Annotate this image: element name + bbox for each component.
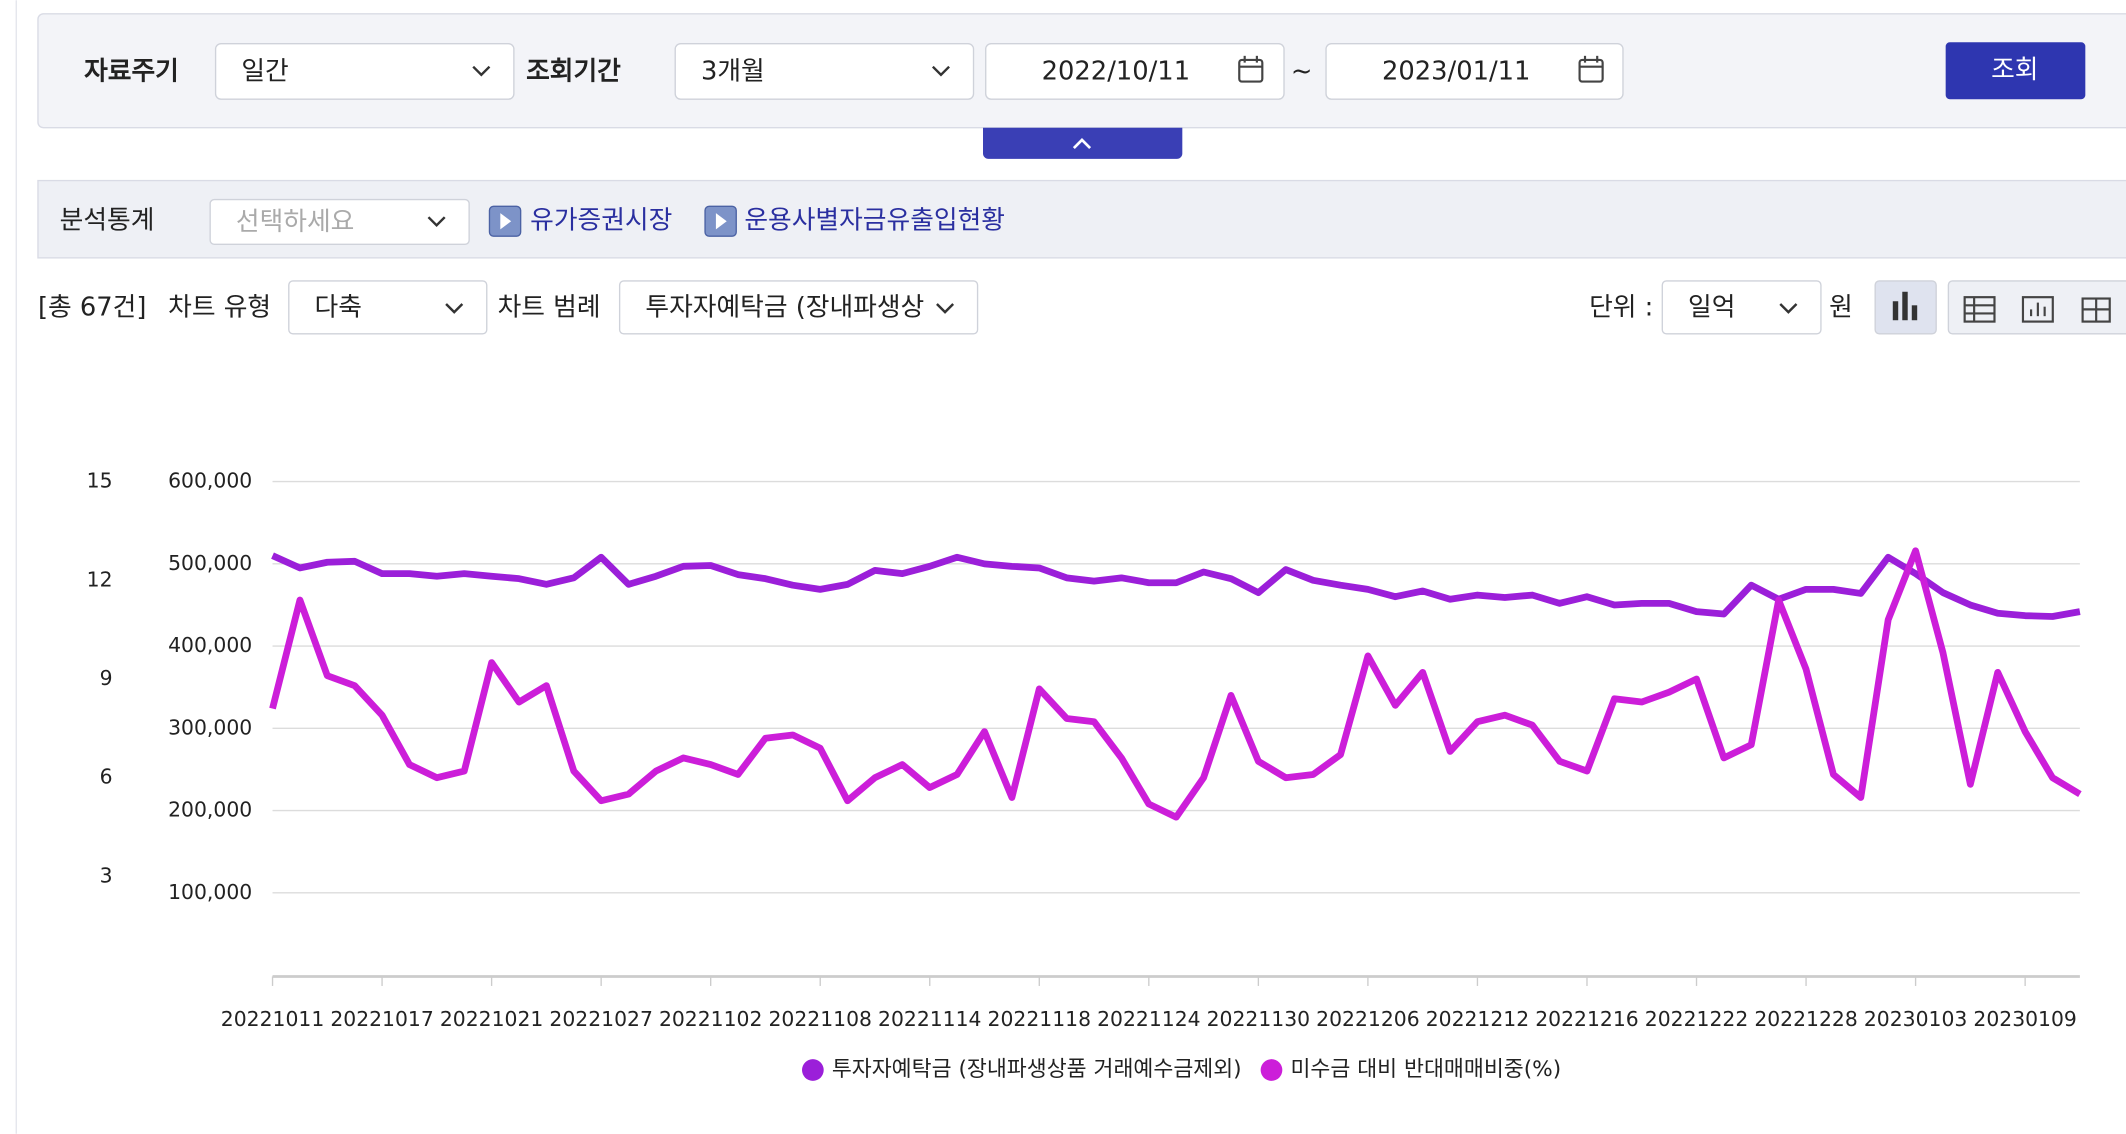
select-value: 다축 bbox=[315, 293, 362, 323]
select-box[interactable] bbox=[1661, 280, 1822, 335]
range-select[interactable]: 3개월 bbox=[674, 42, 975, 100]
select-value: 투자자예탁금 (장내파생상 bbox=[645, 293, 924, 323]
select-box[interactable] bbox=[618, 280, 979, 335]
period-select[interactable]: 일간 bbox=[214, 42, 515, 100]
y-tick-label: 100,000 bbox=[168, 880, 252, 904]
legend-swatch bbox=[802, 1059, 824, 1081]
x-tick-label: 20221102 bbox=[659, 1007, 762, 1031]
x-tick-label: 20221027 bbox=[549, 1007, 652, 1031]
analysis-select[interactable]: 선택하세요 bbox=[209, 198, 470, 245]
select-box[interactable] bbox=[288, 280, 488, 335]
select-box[interactable] bbox=[209, 198, 470, 245]
unit-suffix: 원 bbox=[1829, 293, 1853, 323]
link-text[interactable]: 운용사별자금유출입현황 bbox=[744, 206, 1005, 236]
x-tick-label: 20221108 bbox=[768, 1007, 871, 1031]
bar-icon bbox=[1892, 291, 1918, 321]
select-value: 일간 bbox=[241, 57, 288, 87]
chart-only-icon[interactable] bbox=[2021, 296, 2054, 323]
y2-tick-label: 12 bbox=[87, 567, 113, 591]
start-date[interactable]: 2022/10/11 bbox=[985, 42, 1285, 100]
chevron bbox=[936, 303, 955, 314]
legend-item: 미수금 대비 반대매매비중(%) bbox=[1260, 1057, 1561, 1082]
table-only-icon[interactable] bbox=[2081, 297, 2111, 323]
collapse-tab[interactable] bbox=[983, 127, 1183, 159]
date-value: 2023/01/11 bbox=[1382, 57, 1530, 87]
link-text[interactable]: 유가증권시장 bbox=[530, 206, 672, 236]
analysis-label: 분석통계 bbox=[60, 206, 155, 236]
y-tick-label: 300,000 bbox=[168, 715, 252, 739]
chart-type-select[interactable]: 다축 bbox=[288, 280, 488, 335]
select-value: 일억 bbox=[1688, 293, 1735, 323]
button-label: 조회 bbox=[1991, 55, 2038, 85]
chevron bbox=[931, 65, 950, 77]
legend-text: 투자자예탁금 (장내파생상품 거래예수금제외) bbox=[832, 1057, 1242, 1082]
chevron-up bbox=[1072, 137, 1092, 149]
x-tick-label: 20221011 bbox=[221, 1007, 324, 1031]
legend-label: 차트 범례 bbox=[498, 293, 601, 323]
count: [총 67건] bbox=[38, 293, 146, 323]
y-tick-label: 600,000 bbox=[168, 469, 252, 493]
range-label: 조회기간 bbox=[526, 57, 621, 87]
chart-view-button[interactable] bbox=[1874, 280, 1937, 335]
y2-tick-label: 15 bbox=[87, 469, 113, 493]
x-tick-label: 20221021 bbox=[440, 1007, 543, 1031]
period-label: 자료주기 bbox=[84, 57, 179, 87]
chevron bbox=[1779, 303, 1798, 314]
series-line bbox=[271, 552, 2081, 620]
y-tick-label: 400,000 bbox=[168, 633, 252, 657]
x-tick-label: 20221118 bbox=[988, 1007, 1091, 1031]
x-tick-label: 20221017 bbox=[330, 1007, 433, 1031]
x-tick-label: 20221212 bbox=[1426, 1007, 1529, 1031]
table-chart-icon[interactable] bbox=[1963, 296, 1996, 323]
legend-swatch bbox=[1260, 1059, 1283, 1081]
unit-label: 단위 : bbox=[1589, 293, 1653, 323]
legend-text: 미수금 대비 반대매매비중(%) bbox=[1290, 1057, 1561, 1082]
x-tick-label: 20221114 bbox=[878, 1007, 981, 1031]
link[interactable]: 유가증권시장 bbox=[488, 205, 672, 237]
y-tick-label: 500,000 bbox=[168, 551, 252, 575]
search-button[interactable]: 조회 bbox=[1945, 42, 2086, 100]
legend-item: 투자자예탁금 (장내파생상품 거래예수금제외) bbox=[802, 1057, 1242, 1082]
select-value: 3개월 bbox=[701, 57, 765, 87]
link-arrow bbox=[500, 213, 512, 230]
y2-tick-label: 6 bbox=[100, 765, 113, 789]
end-date[interactable]: 2023/01/11 bbox=[1325, 42, 1624, 100]
series-line bbox=[269, 547, 2082, 821]
y-tick-label: 200,000 bbox=[168, 798, 252, 822]
tilde: ~ bbox=[1291, 57, 1313, 87]
button-bg[interactable] bbox=[1945, 42, 2086, 100]
calendar-icon bbox=[1238, 55, 1264, 83]
x-tick-label: 20221216 bbox=[1535, 1007, 1638, 1031]
date-box[interactable] bbox=[985, 42, 1285, 100]
x-tick-label: 20221124 bbox=[1097, 1007, 1200, 1031]
chevron bbox=[427, 216, 446, 228]
x-tick-label: 20221228 bbox=[1754, 1007, 1857, 1031]
x-tick-label: 20230109 bbox=[1973, 1007, 2076, 1031]
chevron bbox=[472, 65, 491, 77]
select-placeholder: 선택하세요 bbox=[236, 207, 354, 237]
link[interactable]: 운용사별자금유출입현황 bbox=[704, 205, 1005, 237]
x-tick-label: 20230103 bbox=[1864, 1007, 1967, 1031]
calendar-icon bbox=[1578, 55, 1604, 83]
chart-type-label: 차트 유형 bbox=[168, 293, 271, 323]
chevron bbox=[445, 303, 464, 314]
x-tick-label: 20221130 bbox=[1207, 1007, 1310, 1031]
select-box[interactable] bbox=[214, 42, 515, 100]
select-box[interactable] bbox=[674, 42, 975, 100]
x-tick-label: 20221206 bbox=[1316, 1007, 1419, 1031]
tab-bg[interactable] bbox=[983, 127, 1183, 159]
date-box[interactable] bbox=[1325, 42, 1624, 100]
link-arrow bbox=[715, 213, 727, 230]
y2-tick-label: 9 bbox=[100, 666, 113, 690]
y2-tick-label: 3 bbox=[100, 863, 113, 887]
chart: 100,000 200,000 300,000 400,000 500,000 600,0… bbox=[87, 469, 2082, 1082]
unit-select[interactable]: 일억 bbox=[1661, 280, 1822, 335]
legend-select[interactable]: 투자자예탁금 (장내파생상 bbox=[618, 280, 979, 335]
date-value: 2022/10/11 bbox=[1042, 57, 1190, 87]
x-tick-label: 20221222 bbox=[1645, 1007, 1748, 1031]
